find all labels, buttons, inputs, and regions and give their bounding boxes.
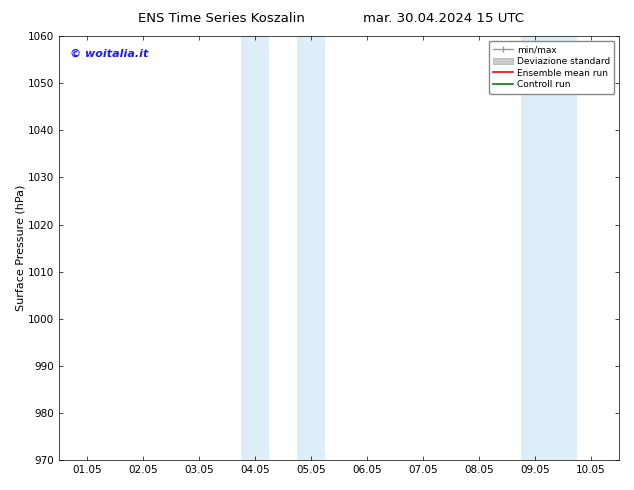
Text: mar. 30.04.2024 15 UTC: mar. 30.04.2024 15 UTC (363, 12, 524, 25)
Y-axis label: Surface Pressure (hPa): Surface Pressure (hPa) (15, 185, 25, 311)
Legend: min/max, Deviazione standard, Ensemble mean run, Controll run: min/max, Deviazione standard, Ensemble m… (489, 41, 614, 94)
Bar (297, 36, 325, 460)
Bar (241, 36, 269, 460)
Text: © woitalia.it: © woitalia.it (70, 49, 148, 59)
Bar (549, 36, 577, 460)
Text: ENS Time Series Koszalin: ENS Time Series Koszalin (138, 12, 306, 25)
Bar (521, 36, 549, 460)
